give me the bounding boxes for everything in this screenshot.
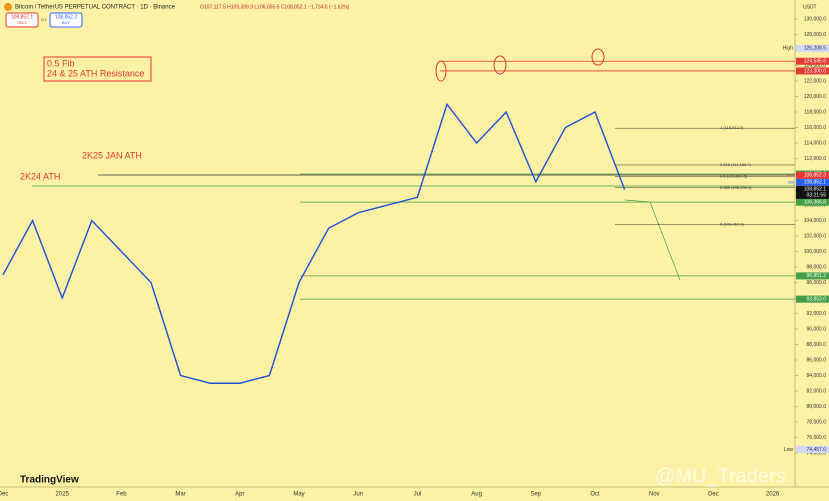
y-tick-label: 116,000.0 — [804, 125, 826, 131]
watermark: @MU_Traders — [655, 465, 786, 487]
level-tag-label: 93,853.0 — [807, 296, 827, 302]
sell-label: SELL — [17, 20, 28, 25]
x-tick-label: 2025 — [56, 492, 70, 498]
x-tick-label: Dec — [708, 492, 719, 498]
highlight — [493, 55, 507, 75]
highlight — [591, 48, 605, 66]
x-tick-label: May — [293, 492, 304, 498]
y-tick-label: 130,000.0 — [804, 16, 826, 22]
level-tag — [796, 295, 829, 303]
low-value: 74,457.0 — [807, 447, 827, 453]
x-tick-label: Nov — [649, 492, 660, 498]
level-tag — [796, 67, 829, 75]
y-tick-label: 112,000.0 — [804, 156, 826, 162]
ask-name: Ask — [787, 172, 794, 177]
ohlc: O107,117.5 H109,399.9 L106,055.6 C108,85… — [200, 4, 350, 10]
level-tag-label: 123,300.0 — [804, 68, 826, 74]
y-tick-label: 100,000.0 — [804, 249, 826, 255]
bid-value: 108,852.1 — [804, 180, 826, 186]
y-tick-label: 98,000.0 — [807, 264, 827, 270]
y-tick-label: 84,000.0 — [807, 373, 827, 379]
x-tick-label: Apr — [235, 492, 244, 498]
y-tick-label: 88,000.0 — [807, 342, 827, 348]
y-tick-label: 86,000.0 — [807, 357, 827, 363]
x-tick-label: Sep — [530, 492, 541, 498]
y-tick-label: 80,000.0 — [807, 404, 827, 410]
x-tick-label: Aug — [471, 492, 482, 498]
fib-label: 0.382 (108,233.4) — [720, 185, 752, 190]
low-tag — [796, 445, 829, 453]
x-tick-label: Jun — [353, 492, 363, 498]
ask-value: 108,852.3 — [804, 173, 826, 179]
logo: TradingView — [20, 475, 79, 486]
buy-label: BUY — [62, 20, 71, 25]
y-tick-label: 78,000.0 — [807, 419, 827, 425]
annotation: 0.5 Fib — [47, 58, 75, 68]
y-tick-label: 120,000.0 — [804, 94, 826, 100]
x-tick-label: 2026 — [766, 492, 780, 498]
buy-price: 108,852.2 — [55, 14, 77, 20]
fib-label: 0.5 (109,699.5) — [720, 173, 748, 178]
y-tick-label: 118,000.0 — [804, 109, 826, 115]
y-tick-label: 104,000.0 — [804, 218, 826, 224]
spread: 0.1 — [41, 17, 47, 22]
buy-button[interactable] — [49, 12, 83, 28]
level-tag-label: 96,851.2 — [807, 273, 827, 279]
x-tick-label: Dec — [0, 492, 8, 498]
y-tick-label: 128,000.0 — [804, 32, 826, 38]
y-tick-label: 102,000.0 — [804, 233, 826, 239]
last-value: 108,852.1 — [804, 187, 826, 193]
y-tick-label: 124,000.0 — [804, 63, 826, 69]
level-tag-label: 106,366.8 — [804, 199, 826, 205]
level-tag — [796, 272, 829, 280]
low-name: Low — [784, 447, 794, 453]
ask-tag — [796, 171, 829, 179]
high-value: 126,208.5 — [804, 46, 826, 52]
y-tick-label: 122,000.0 — [804, 78, 826, 84]
coin-icon — [4, 3, 12, 11]
annotation-box — [43, 56, 152, 82]
x-tick-label: Mar — [175, 492, 185, 498]
y-tick-label: 74,000.0 — [807, 450, 827, 456]
bid-name: Bid — [788, 179, 794, 184]
annotation: 24 & 25 ATH Resistance — [47, 68, 144, 78]
level-tag — [796, 198, 829, 206]
sell-price: 108,852.1 — [11, 14, 33, 20]
x-tick-label: Oct — [590, 492, 600, 498]
level-tag — [796, 57, 829, 65]
x-tick-label: Feb — [116, 492, 127, 498]
y-tick-label: 90,000.0 — [807, 326, 827, 332]
symbol: Bitcoin / TetherUS PERPETUAL CONTRACT · … — [15, 5, 176, 11]
level-tag-label: 124,545.6 — [804, 59, 826, 65]
y-tick-label: 76,000.0 — [807, 435, 827, 441]
annotation: 2K25 JAN ATH — [82, 150, 142, 160]
high-name: High — [783, 46, 794, 52]
bid-tag — [796, 178, 829, 186]
x-tick-label: Jul — [414, 492, 422, 498]
y-tick-label: 114,000.0 — [804, 140, 826, 146]
fib-label: 0.618 (111,165.7) — [720, 162, 752, 167]
fib-label: 1 (115,912.0) — [720, 125, 744, 130]
y-tick-label: 96,000.0 — [807, 280, 827, 286]
high-tag — [796, 44, 829, 52]
fib-label: 0 (103,467.0) — [720, 222, 744, 227]
sell-button[interactable] — [5, 12, 39, 28]
y-tick-label: 82,000.0 — [807, 388, 827, 394]
currency: USDT — [803, 4, 817, 10]
last-tag — [796, 185, 829, 199]
y-tick-label: 92,000.0 — [807, 311, 827, 317]
annotation: 2K24 ATH — [20, 171, 60, 181]
countdown: 03:21:55 — [807, 193, 827, 199]
price-line — [2, 102, 626, 384]
